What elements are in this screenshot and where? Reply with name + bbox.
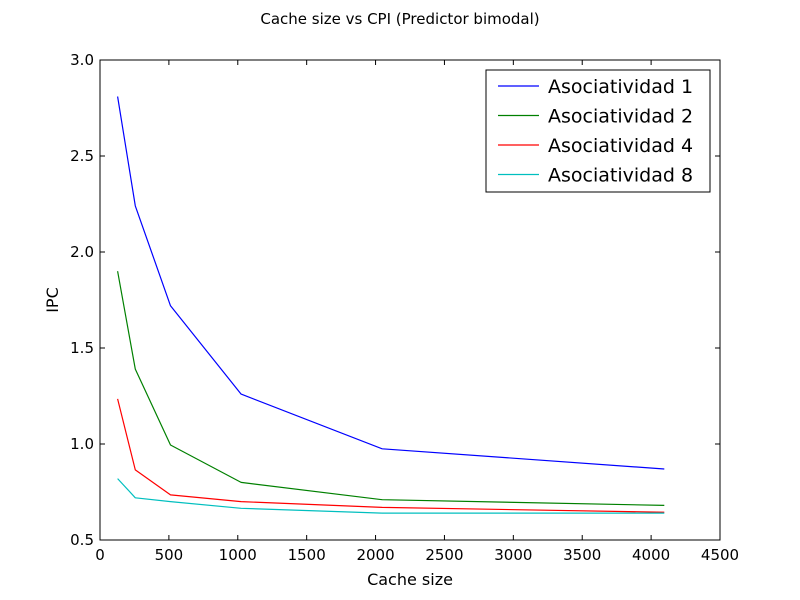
x-tick-label: 3000 [494, 546, 532, 564]
x-tick-label: 2500 [425, 546, 463, 564]
series-line-2 [117, 271, 665, 506]
x-tick-label: 4000 [632, 546, 670, 564]
x-tick-label: 1500 [288, 546, 326, 564]
x-tick-label: 0 [95, 546, 105, 564]
x-tick-label: 4500 [701, 546, 739, 564]
chart-title: Cache size vs CPI (Predictor bimodal) [260, 10, 539, 28]
x-tick-label: 3500 [563, 546, 601, 564]
y-tick-label: 2.0 [70, 243, 94, 261]
legend-label: Asociatividad 4 [548, 135, 693, 157]
y-tick-label: 1.5 [70, 339, 94, 357]
y-axis-title: IPC [43, 287, 62, 313]
legend-label: Asociatividad 1 [548, 76, 693, 98]
y-tick-label: 1.0 [70, 435, 94, 453]
x-tick-label: 500 [155, 546, 184, 564]
y-tick-label: 0.5 [70, 531, 94, 549]
series-layer [117, 96, 665, 514]
x-tick-label: 1000 [219, 546, 257, 564]
y-tick-label: 3.0 [70, 51, 94, 69]
x-axis-title: Cache size [367, 570, 453, 589]
series-line-3 [117, 398, 665, 513]
series-line-4 [117, 478, 665, 514]
legend-label: Asociatividad 2 [548, 106, 693, 128]
y-tick-label: 2.5 [70, 147, 94, 165]
ticks-layer: 0 500 1000 1500 2000 2500 3000 3500 4000 4500 0.5 1… [70, 51, 739, 564]
legend: Asociatividad 1 Asociatividad 2 Asociativi… [485, 69, 711, 193]
legend-box [485, 69, 711, 193]
x-tick-label: 2000 [356, 546, 394, 564]
legend-label: Asociatividad 8 [548, 165, 693, 187]
series-line-1 [117, 96, 665, 470]
